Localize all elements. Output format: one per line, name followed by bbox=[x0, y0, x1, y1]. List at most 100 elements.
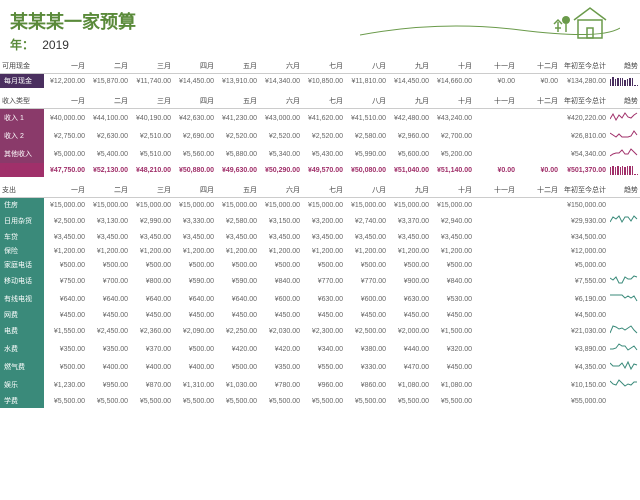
spark-cell bbox=[608, 340, 640, 358]
value-cell: ¥40,190.00 bbox=[130, 109, 173, 128]
value-cell: ¥5,500.00 bbox=[259, 394, 302, 408]
row-label: 有线电视 bbox=[0, 290, 44, 308]
row-total: ¥29,930.00 bbox=[560, 212, 608, 230]
row-label: 其他收入 bbox=[0, 145, 44, 163]
value-cell bbox=[517, 244, 560, 258]
month-header: 十月 bbox=[431, 94, 474, 109]
value-cell bbox=[517, 322, 560, 340]
value-cell: ¥630.00 bbox=[388, 290, 431, 308]
value-cell: ¥370.00 bbox=[130, 340, 173, 358]
table-row: 车贷¥3,450.00¥3,450.00¥3,450.00¥3,450.00¥3… bbox=[0, 230, 640, 244]
value-cell: ¥450.00 bbox=[302, 308, 345, 322]
value-cell: ¥1,200.00 bbox=[302, 244, 345, 258]
month-header: 五月 bbox=[216, 183, 259, 198]
sparkline-bar bbox=[610, 165, 638, 175]
value-cell: ¥15,000.00 bbox=[302, 198, 345, 213]
value-cell: ¥3,450.00 bbox=[130, 230, 173, 244]
value-cell: ¥15,000.00 bbox=[216, 198, 259, 213]
spark-cell bbox=[608, 163, 640, 177]
row-total: ¥26,810.00 bbox=[560, 127, 608, 145]
value-cell: ¥770.00 bbox=[345, 272, 388, 290]
spark-cell bbox=[608, 358, 640, 376]
value-cell: ¥750.00 bbox=[44, 272, 87, 290]
value-cell: ¥44,100.00 bbox=[87, 109, 130, 128]
value-cell: ¥2,090.00 bbox=[173, 322, 216, 340]
value-cell bbox=[474, 376, 517, 394]
value-cell: ¥380.00 bbox=[345, 340, 388, 358]
value-cell: ¥5,500.00 bbox=[130, 394, 173, 408]
value-cell: ¥500.00 bbox=[44, 358, 87, 376]
value-cell: ¥5,560.00 bbox=[173, 145, 216, 163]
year-value: 2019 bbox=[42, 38, 69, 52]
expense-section: 支出一月二月三月四月五月六月七月八月九月十月十一月十二月年初至今总计趋势住房¥1… bbox=[0, 183, 640, 408]
value-cell: ¥5,500.00 bbox=[216, 394, 259, 408]
value-cell bbox=[474, 258, 517, 272]
sparkline bbox=[610, 111, 638, 125]
row-total: ¥12,000.00 bbox=[560, 244, 608, 258]
month-header: 七月 bbox=[302, 59, 345, 74]
value-cell: ¥51,140.00 bbox=[431, 163, 474, 177]
value-cell: ¥500.00 bbox=[431, 258, 474, 272]
value-cell bbox=[517, 198, 560, 213]
value-cell bbox=[517, 340, 560, 358]
table-row: 水费¥350.00¥350.00¥370.00¥500.00¥420.00¥42… bbox=[0, 340, 640, 358]
row-label: 保险 bbox=[0, 244, 44, 258]
value-cell: ¥43,240.00 bbox=[431, 109, 474, 128]
row-total: ¥6,190.00 bbox=[560, 290, 608, 308]
value-cell: ¥450.00 bbox=[173, 308, 216, 322]
table-row: 移动电话¥750.00¥700.00¥800.00¥590.00¥590.00¥… bbox=[0, 272, 640, 290]
value-cell: ¥51,040.00 bbox=[388, 163, 431, 177]
value-cell: ¥1,030.00 bbox=[216, 376, 259, 394]
value-cell: ¥1,200.00 bbox=[431, 244, 474, 258]
table-row: 学费¥5,500.00¥5,500.00¥5,500.00¥5,500.00¥5… bbox=[0, 394, 640, 408]
value-cell bbox=[474, 145, 517, 163]
total-header: 年初至今总计 bbox=[560, 59, 608, 74]
month-header: 一月 bbox=[44, 94, 87, 109]
trend-header: 趋势 bbox=[608, 94, 640, 109]
row-total: ¥34,500.00 bbox=[560, 230, 608, 244]
month-header: 二月 bbox=[87, 94, 130, 109]
value-cell: ¥600.00 bbox=[259, 290, 302, 308]
value-cell: ¥5,500.00 bbox=[431, 394, 474, 408]
row-label: 移动电话 bbox=[0, 272, 44, 290]
value-cell: ¥950.00 bbox=[87, 376, 130, 394]
value-cell: ¥870.00 bbox=[130, 376, 173, 394]
value-cell: ¥11,810.00 bbox=[345, 74, 388, 89]
spark-cell bbox=[608, 145, 640, 163]
value-cell: ¥50,290.00 bbox=[259, 163, 302, 177]
value-cell: ¥5,500.00 bbox=[302, 394, 345, 408]
trend-header: 趋势 bbox=[608, 59, 640, 74]
value-cell: ¥15,000.00 bbox=[130, 198, 173, 213]
value-cell: ¥400.00 bbox=[130, 358, 173, 376]
table-row: 其他收入¥5,000.00¥5,400.00¥5,510.00¥5,560.00… bbox=[0, 145, 640, 163]
section-label: 支出 bbox=[0, 183, 44, 198]
value-cell: ¥500.00 bbox=[302, 258, 345, 272]
value-cell bbox=[474, 127, 517, 145]
value-cell: ¥640.00 bbox=[173, 290, 216, 308]
value-cell: ¥2,940.00 bbox=[431, 212, 474, 230]
row-label: 日用杂货 bbox=[0, 212, 44, 230]
value-cell: ¥3,130.00 bbox=[87, 212, 130, 230]
sparkline bbox=[610, 214, 638, 228]
value-cell: ¥340.00 bbox=[302, 340, 345, 358]
value-cell: ¥350.00 bbox=[44, 340, 87, 358]
month-header: 五月 bbox=[216, 59, 259, 74]
trend-header: 趋势 bbox=[608, 183, 640, 198]
value-cell: ¥5,000.00 bbox=[44, 145, 87, 163]
table-row: 电费¥1,550.00¥2,450.00¥2,360.00¥2,090.00¥2… bbox=[0, 322, 640, 340]
value-cell: ¥960.00 bbox=[302, 376, 345, 394]
value-cell: ¥1,080.00 bbox=[431, 376, 474, 394]
sparkline bbox=[610, 292, 638, 306]
value-cell: ¥590.00 bbox=[216, 272, 259, 290]
value-cell bbox=[517, 109, 560, 128]
value-cell: ¥1,200.00 bbox=[345, 244, 388, 258]
value-cell: ¥1,200.00 bbox=[173, 244, 216, 258]
value-cell: ¥2,000.00 bbox=[388, 322, 431, 340]
value-cell: ¥440.00 bbox=[388, 340, 431, 358]
value-cell bbox=[517, 230, 560, 244]
value-cell: ¥640.00 bbox=[130, 290, 173, 308]
spark-cell bbox=[608, 212, 640, 230]
value-cell bbox=[517, 394, 560, 408]
value-cell: ¥42,480.00 bbox=[388, 109, 431, 128]
row-label: 总收入 bbox=[0, 163, 44, 177]
